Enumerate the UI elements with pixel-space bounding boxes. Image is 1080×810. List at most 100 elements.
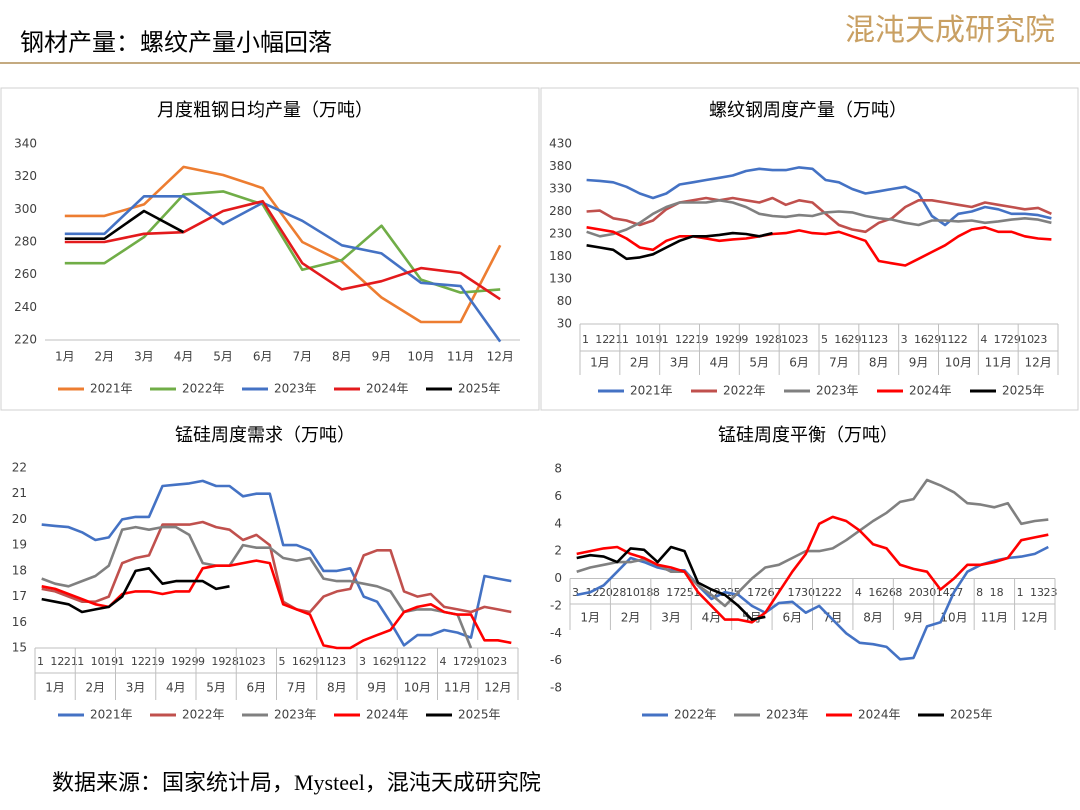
x-tick-label: 4	[980, 333, 987, 346]
x-tick-label: 12月	[487, 350, 514, 364]
y-tick-label: -8	[550, 681, 562, 695]
y-tick-label: 130	[549, 272, 572, 286]
x-tick-label: 16	[868, 586, 882, 599]
x-group-label: 11月	[444, 681, 471, 695]
x-tick-label: 18	[639, 586, 653, 599]
x-tick-label: 8	[976, 586, 983, 599]
x-tick-label: 9月	[372, 350, 392, 364]
x-tick-label: 17	[747, 586, 761, 599]
x-tick-label: 5月	[213, 350, 233, 364]
series-line	[64, 199, 501, 301]
x-tick-label: 11月	[447, 350, 474, 364]
x-group-label: 1月	[580, 611, 600, 625]
x-tick-label: 29	[1007, 333, 1021, 346]
x-tick-label: 16	[914, 333, 928, 346]
x-tick-label: 1	[77, 655, 84, 668]
x-tick-label: 18	[990, 586, 1004, 599]
x-tick-label: 10	[1020, 333, 1034, 346]
series-line	[64, 190, 501, 294]
x-group-label: 5月	[206, 681, 226, 695]
x-group-label: 9月	[909, 356, 929, 370]
x-group-label: 10月	[404, 681, 431, 695]
source-note: 数据来源：国家统计局，Mysteel，混沌天成研究院	[52, 770, 541, 795]
x-tick-label: 3月	[134, 350, 154, 364]
y-tick-label: 15	[12, 641, 27, 655]
x-tick-label: 19	[755, 333, 769, 346]
x-tick-label: 4月	[174, 350, 194, 364]
legend-label: 2022年	[723, 384, 766, 398]
y-tick-label: 16	[12, 615, 27, 629]
legend-label: 2021年	[90, 708, 133, 722]
y-tick-label: 30	[557, 317, 572, 331]
slide-title: 钢材产量：螺纹产量小幅回落	[20, 30, 332, 57]
x-tick-label: 9	[741, 333, 748, 346]
x-tick-label: 1	[582, 333, 589, 346]
y-tick-label: 340	[14, 137, 37, 151]
x-tick-label: 12	[131, 655, 145, 668]
x-tick-label: 1	[1017, 586, 1024, 599]
x-tick-label: 23	[252, 655, 266, 668]
x-tick-label: 29	[185, 655, 199, 668]
x-tick-label: 17	[994, 333, 1008, 346]
x-tick-label: 25	[680, 586, 694, 599]
x-tick-label: 11	[941, 333, 955, 346]
x-tick-label: 16	[834, 333, 848, 346]
x-tick-label: 1	[118, 655, 125, 668]
y-tick-label: 380	[549, 159, 572, 173]
series-line	[41, 525, 473, 649]
series-line	[64, 195, 502, 343]
x-tick-label: 9	[702, 333, 709, 346]
series-line	[64, 209, 185, 240]
y-tick-label: 8	[554, 462, 562, 476]
y-tick-label: 330	[549, 182, 572, 196]
legend-label: 2025年	[458, 382, 501, 396]
panel-border	[0, 87, 540, 411]
series-line	[576, 545, 766, 621]
x-tick-label: 29	[728, 333, 742, 346]
x-tick-label: 11	[319, 655, 333, 668]
x-tick-label: 23	[874, 333, 888, 346]
y-tick-label: 6	[554, 489, 562, 503]
legend-label: 2025年	[1002, 384, 1045, 398]
x-tick-label: 23	[1044, 586, 1058, 599]
x-tick-label: 20	[909, 586, 923, 599]
x-tick-label: 4	[440, 655, 447, 668]
x-group-label: 7月	[287, 681, 307, 695]
x-tick-label: 19	[648, 333, 662, 346]
x-tick-label: 7月	[292, 350, 312, 364]
x-tick-label: 23	[1033, 333, 1047, 346]
x-tick-label: 11	[399, 655, 413, 668]
series-line	[586, 196, 1052, 234]
legend-label: 2023年	[274, 708, 317, 722]
panel-border	[540, 87, 1079, 411]
x-group-label: 6月	[782, 611, 802, 625]
chart-title: 螺纹钢周度产量（万吨）	[709, 100, 907, 120]
x-group-label: 2月	[621, 611, 641, 625]
chart-title: 锰硅周度需求（万吨）	[175, 425, 355, 445]
x-group-label: 11月	[981, 611, 1008, 625]
y-tick-label: 280	[14, 235, 37, 249]
x-tick-label: 29	[927, 333, 941, 346]
x-tick-label: 9	[198, 655, 205, 668]
x-tick-label: 1	[662, 333, 669, 346]
x-tick-label: 22	[954, 333, 968, 346]
x-tick-label: 23	[794, 333, 808, 346]
x-tick-label: 17	[788, 586, 802, 599]
y-tick-label: -4	[550, 626, 562, 640]
legend-label: 2023年	[816, 384, 859, 398]
series-line	[576, 545, 1049, 661]
x-tick-label: 19	[715, 333, 729, 346]
x-tick-label: 17	[453, 655, 467, 668]
x-group-label: 1月	[45, 681, 65, 695]
y-tick-label: 180	[549, 249, 572, 263]
x-tick-label: 3	[572, 586, 579, 599]
x-tick-label: 12	[595, 333, 609, 346]
series-line	[64, 165, 502, 324]
y-tick-label: 230	[549, 227, 572, 241]
x-tick-label: 10	[781, 333, 795, 346]
x-tick-label: 21	[144, 655, 158, 668]
x-tick-label: 30	[922, 586, 936, 599]
x-tick-label: 26	[761, 586, 775, 599]
y-tick-label: 430	[549, 137, 572, 151]
y-tick-label: -6	[550, 653, 562, 667]
